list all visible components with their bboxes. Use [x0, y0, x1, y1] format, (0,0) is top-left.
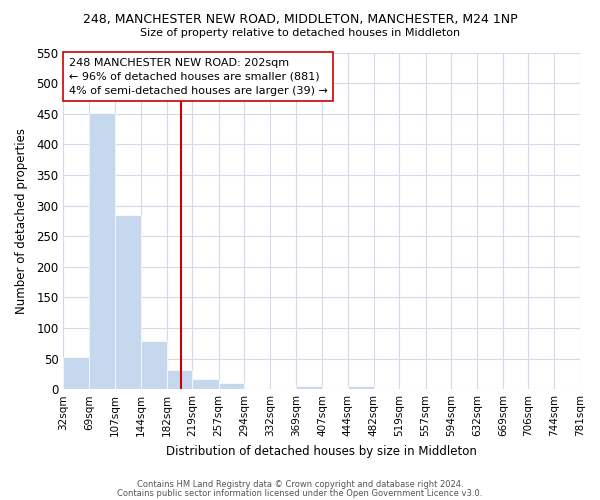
- Bar: [64, 356, 89, 389]
- Bar: [140, 341, 167, 389]
- Text: Contains HM Land Registry data © Crown copyright and database right 2024.: Contains HM Land Registry data © Crown c…: [137, 480, 463, 489]
- Text: Size of property relative to detached houses in Middleton: Size of property relative to detached ho…: [140, 28, 460, 38]
- Text: 248, MANCHESTER NEW ROAD, MIDDLETON, MANCHESTER, M24 1NP: 248, MANCHESTER NEW ROAD, MIDDLETON, MAN…: [83, 12, 517, 26]
- Bar: [347, 386, 374, 389]
- Bar: [296, 386, 322, 389]
- Bar: [218, 383, 244, 389]
- X-axis label: Distribution of detached houses by size in Middleton: Distribution of detached houses by size …: [166, 444, 477, 458]
- Bar: [193, 380, 218, 389]
- Text: Contains public sector information licensed under the Open Government Licence v3: Contains public sector information licen…: [118, 488, 482, 498]
- Bar: [167, 370, 193, 389]
- Text: 248 MANCHESTER NEW ROAD: 202sqm
← 96% of detached houses are smaller (881)
4% of: 248 MANCHESTER NEW ROAD: 202sqm ← 96% of…: [68, 58, 328, 96]
- Bar: [89, 113, 115, 389]
- Y-axis label: Number of detached properties: Number of detached properties: [15, 128, 28, 314]
- Bar: [115, 216, 140, 389]
